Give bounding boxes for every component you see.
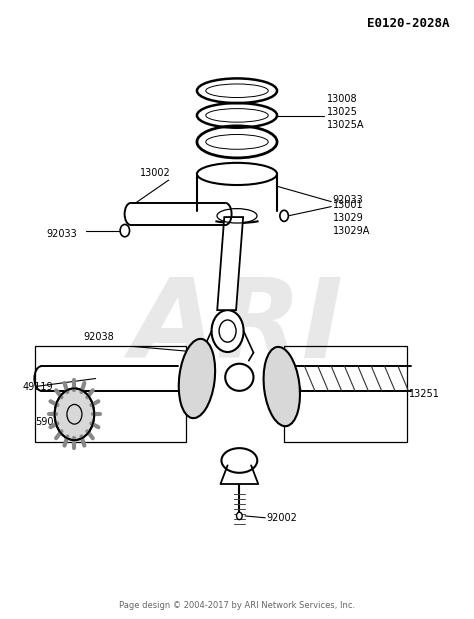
Text: 92033: 92033 [333,195,364,205]
Circle shape [211,310,244,352]
Ellipse shape [264,347,300,426]
Circle shape [280,210,288,222]
Text: 13008
13025
13025A: 13008 13025 13025A [327,94,364,130]
Text: 92038: 92038 [84,332,115,342]
Text: 92002: 92002 [267,513,298,523]
Text: 59056: 59056 [36,417,66,427]
Text: Page design © 2004-2017 by ARI Network Services, Inc.: Page design © 2004-2017 by ARI Network S… [119,600,355,610]
Circle shape [237,513,242,519]
Circle shape [55,388,94,440]
Bar [36,347,186,442]
Bar [284,347,407,442]
Ellipse shape [225,364,254,391]
Text: E0120-2028A: E0120-2028A [366,17,449,30]
Polygon shape [217,217,243,310]
Text: ARI: ARI [130,274,344,381]
Text: 49119: 49119 [23,381,53,392]
Circle shape [120,225,129,237]
Text: 13002: 13002 [140,168,171,178]
Ellipse shape [197,163,277,185]
Text: 92033: 92033 [46,228,77,239]
Ellipse shape [221,448,257,473]
Ellipse shape [179,339,215,418]
Text: 13001
13029
13029A: 13001 13029 13029A [333,200,370,236]
Text: 13251: 13251 [409,389,440,399]
